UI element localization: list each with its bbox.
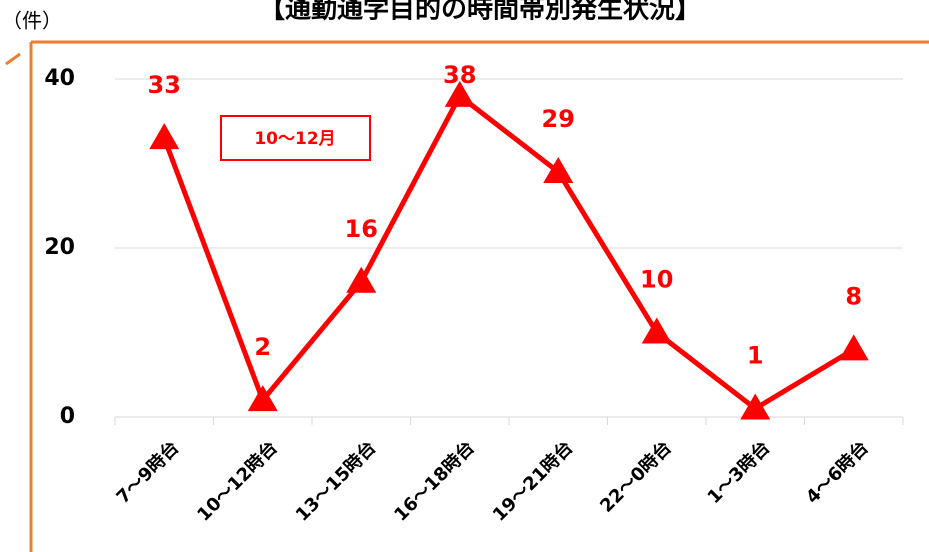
marker <box>543 156 574 183</box>
data-label: 10 <box>640 266 673 294</box>
data-label: 8 <box>845 282 862 310</box>
frame-corner <box>5 52 21 66</box>
data-label: 2 <box>254 333 271 361</box>
chart-title: 【通勤通学目的の時間帯別発生状況】 <box>259 0 701 25</box>
marker <box>740 393 771 420</box>
y-tick-label: 20 <box>44 235 75 260</box>
data-label: 38 <box>443 61 476 89</box>
data-label: 29 <box>542 105 575 133</box>
marker <box>149 123 180 150</box>
legend-box <box>220 115 371 161</box>
line <box>161 93 856 412</box>
y-tick-label: 40 <box>44 66 75 91</box>
data-label: 1 <box>747 342 764 370</box>
marker <box>444 80 475 107</box>
marker <box>641 317 672 344</box>
legend-label: 10～12月 <box>254 129 335 149</box>
marker <box>247 385 278 412</box>
data-label: 16 <box>345 215 378 243</box>
marker <box>346 266 377 293</box>
y-axis-label: （件） <box>2 9 62 33</box>
y-tick-label: 0 <box>60 404 75 429</box>
data-label: 33 <box>148 71 181 99</box>
marker <box>838 334 869 361</box>
